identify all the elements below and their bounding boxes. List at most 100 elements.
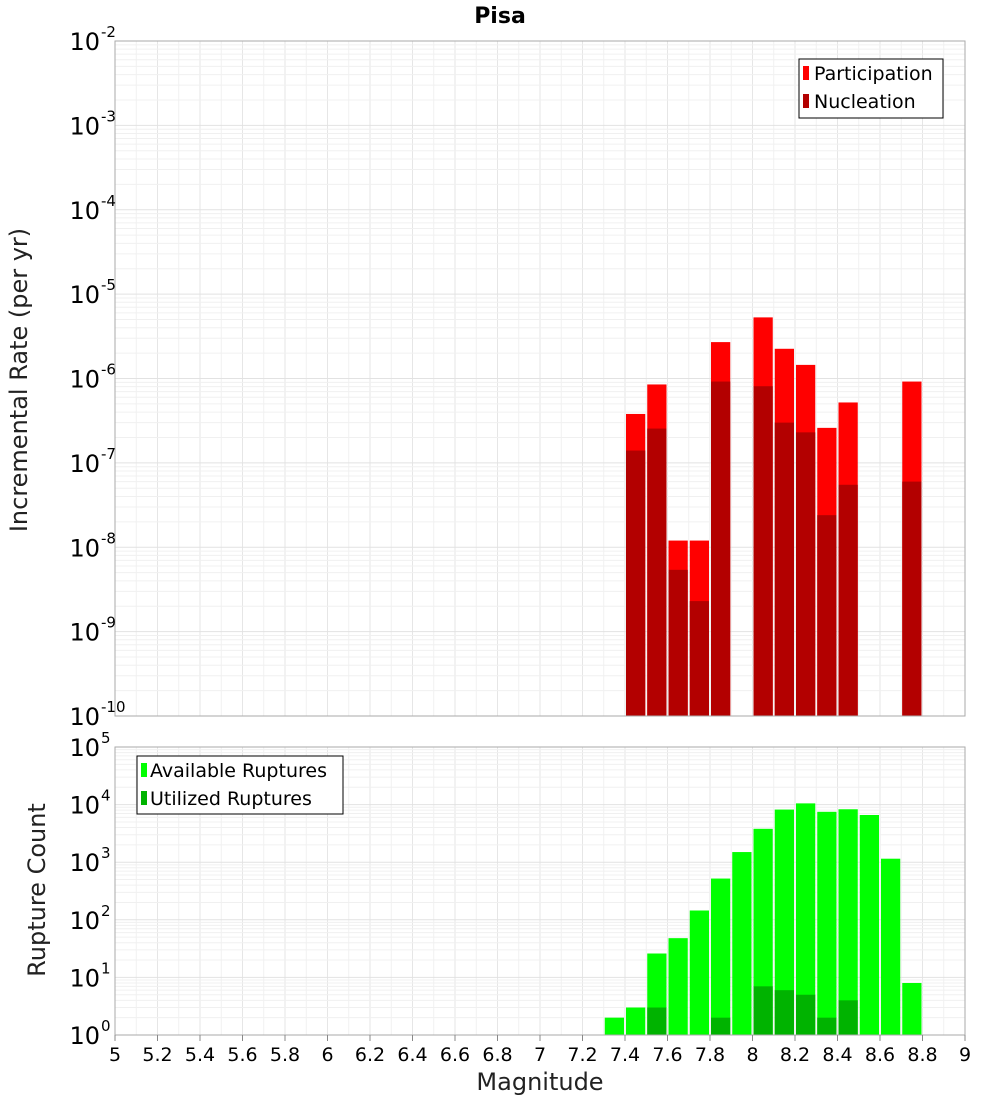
y-tick-label: 10 [69,964,100,992]
x-tick-label: 5.8 [270,1044,300,1066]
bar-utilized-ruptures [774,990,794,1035]
x-tick-label: 6.6 [440,1044,470,1066]
bar-available-ruptures [817,811,837,1035]
bar-nucleation [647,428,667,716]
x-axis-label: Magnitude [476,1068,603,1096]
bar-utilized-ruptures [753,986,773,1035]
bar-nucleation [668,569,688,716]
x-tick-label: 5 [109,1044,121,1066]
legend-label-available: Available Ruptures [150,760,327,782]
y-tick-label: 10 [69,907,100,935]
top-legend-box [798,58,944,119]
bottom-legend: Available Ruptures Utilized Ruptures [136,755,344,815]
bar-nucleation [711,381,731,716]
bar-utilized-ruptures [838,1000,858,1035]
bar-available-ruptures [753,828,773,1035]
y-tick-label: 10 [69,1022,100,1050]
bar-available-ruptures [774,809,794,1035]
bar-utilized-ruptures [647,1007,667,1035]
y-tick-label: 10 [69,366,100,394]
bottom-legend-box [136,755,344,815]
legend-label-participation: Participation [814,63,933,85]
legend-swatch-available [141,763,147,777]
y-tick-label: 10 [69,112,100,140]
bar-available-ruptures [604,1017,624,1035]
bar-utilized-ruptures [711,1017,731,1035]
bar-nucleation [902,481,922,716]
y-tick-exponent: 4 [101,787,111,805]
x-tick-label: 8.8 [907,1044,937,1066]
x-tick-label: 7.6 [652,1044,682,1066]
x-tick-label: 7.2 [567,1044,597,1066]
bar-available-ruptures [796,803,816,1035]
y-tick-exponent: 1 [101,959,111,977]
top-bars [626,317,922,716]
legend-swatch-utilized [141,791,147,805]
x-tick-label: 6.4 [397,1044,427,1066]
y-tick-label: 10 [69,197,100,225]
bar-available-ruptures [668,938,688,1035]
y-tick-label: 10 [69,792,100,820]
y-tick-label: 10 [69,450,100,478]
bar-nucleation [796,432,816,716]
y-tick-exponent: -7 [101,445,116,463]
top-legend: Participation Nucleation [798,58,944,119]
x-tick-label: 6.2 [355,1044,385,1066]
y-tick-exponent: -9 [101,614,116,632]
x-tick-label: 5.2 [142,1044,172,1066]
legend-label-nucleation: Nucleation [814,91,916,113]
y-tick-label: 10 [69,28,100,56]
legend-swatch-nucleation [803,94,809,108]
bar-nucleation [626,450,646,716]
x-tick-label: 7 [534,1044,546,1066]
chart-title: Pisa [474,4,526,29]
y-tick-exponent: 3 [101,844,111,862]
bar-utilized-ruptures [796,994,816,1035]
x-tick-label: 6 [321,1044,333,1066]
x-tick-label: 6.8 [482,1044,512,1066]
x-axis-ticks: 5 5.2 5.4 5.6 5.8 6 6.2 6.4 6.6 6.8 7 7.2 7.4 7.6 7.8 8… [109,1035,971,1066]
y-tick-exponent: 0 [101,1017,111,1035]
bar-available-ruptures [626,1007,646,1035]
y-tick-label: 10 [69,281,100,309]
y-tick-exponent: -10 [101,698,126,716]
top-y-axis-label: Incremental Rate (per yr) [5,228,33,532]
bar-nucleation [838,484,858,716]
bar-available-ruptures [732,852,752,1035]
y-tick-exponent: -6 [101,361,116,379]
y-tick-exponent: -4 [101,192,116,210]
x-tick-label: 8.6 [865,1044,895,1066]
bar-nucleation [774,422,794,716]
bar-available-ruptures [838,809,858,1035]
bottom-y-axis-label: Rupture Count [23,803,51,977]
bar-nucleation [689,601,709,716]
bar-available-ruptures [902,982,922,1035]
y-tick-label: 10 [69,734,100,762]
legend-label-utilized: Utilized Ruptures [150,788,312,810]
x-tick-label: 7.4 [610,1044,640,1066]
x-tick-label: 8.4 [822,1044,852,1066]
y-tick-label: 10 [69,534,100,562]
x-tick-label: 8.2 [780,1044,810,1066]
bar-utilized-ruptures [817,1017,837,1035]
legend-swatch-participation [803,66,809,80]
y-tick-exponent: -8 [101,529,116,547]
bottom-bars [604,803,922,1035]
y-tick-exponent: 5 [101,729,111,747]
y-tick-exponent: -3 [101,107,116,125]
bar-available-ruptures [711,878,731,1035]
bar-available-ruptures [881,858,901,1035]
y-tick-exponent: 2 [101,902,111,920]
bar-available-ruptures [689,910,709,1035]
y-tick-label: 10 [69,619,100,647]
y-tick-label: 10 [69,703,100,731]
x-tick-label: 9 [959,1044,971,1066]
x-tick-label: 5.4 [185,1044,215,1066]
top-gridlines [114,41,966,717]
bar-available-ruptures [859,814,879,1035]
